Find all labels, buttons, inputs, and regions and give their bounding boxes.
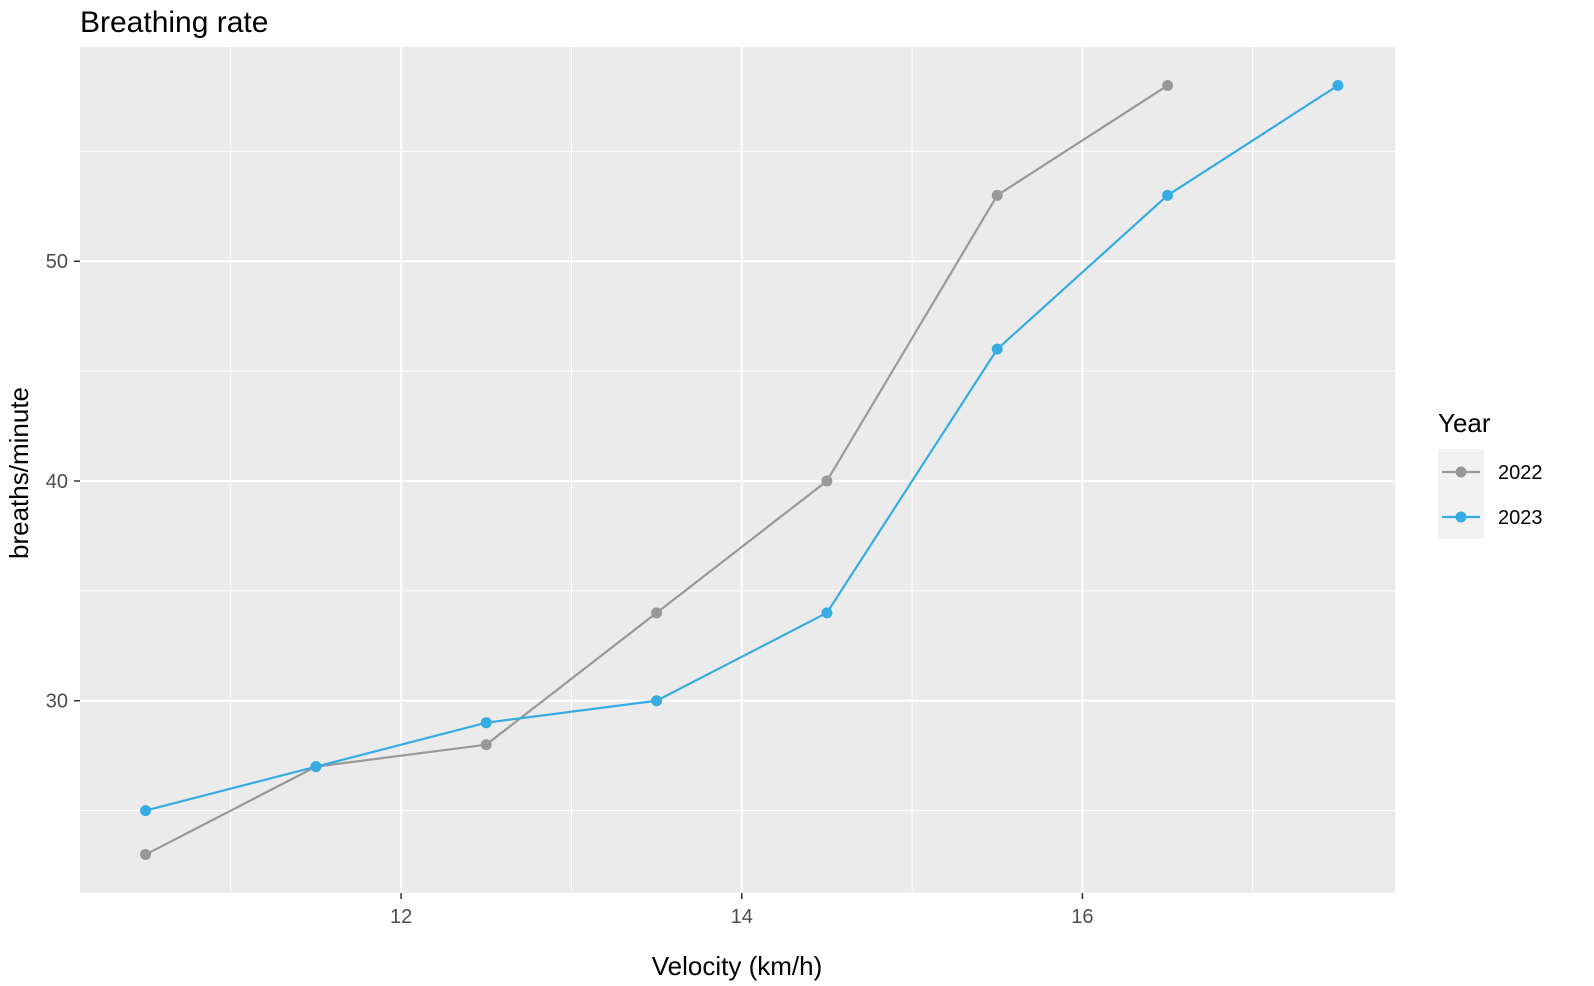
legend: Year 2022 2023 xyxy=(1438,408,1543,539)
x-axis-title: Velocity (km/h) xyxy=(652,951,823,981)
chart-title: Breathing rate xyxy=(80,6,268,39)
data-point xyxy=(651,695,663,707)
data-point xyxy=(991,343,1003,355)
y-tick-label: 40 xyxy=(46,471,68,493)
x-tick-label: 16 xyxy=(1071,906,1093,928)
series-layer xyxy=(140,79,1344,861)
data-point xyxy=(821,607,833,619)
y-tick-label: 50 xyxy=(46,251,68,273)
data-point xyxy=(140,849,152,861)
data-point xyxy=(310,761,322,773)
legend-key-point xyxy=(1455,511,1467,523)
data-point xyxy=(480,739,492,751)
legend-key-point xyxy=(1455,466,1467,478)
legend-key-background xyxy=(1438,449,1484,539)
data-point xyxy=(821,475,833,487)
y-axis-title: breaths/minute xyxy=(4,387,34,559)
x-axis-ticks: 12 14 16 xyxy=(390,893,1094,928)
y-tick-label: 30 xyxy=(46,691,68,713)
legend-label: 2023 xyxy=(1498,507,1543,529)
y-axis-ticks: 30 40 50 xyxy=(46,251,80,713)
major-gridlines xyxy=(80,47,1395,893)
plot-panel xyxy=(80,47,1395,893)
data-point xyxy=(1162,79,1174,91)
x-tick-label: 12 xyxy=(390,906,412,928)
data-point xyxy=(651,607,663,619)
legend-label: 2022 xyxy=(1498,462,1543,484)
data-point xyxy=(140,805,152,817)
data-point xyxy=(480,717,492,729)
data-point xyxy=(991,189,1003,201)
series-2023 xyxy=(140,79,1344,817)
minor-gridlines xyxy=(80,47,1395,893)
series-line xyxy=(145,84,1339,812)
data-point xyxy=(1332,79,1344,91)
legend-title: Year xyxy=(1438,408,1491,438)
data-point xyxy=(1162,189,1174,201)
x-tick-label: 14 xyxy=(731,906,753,928)
